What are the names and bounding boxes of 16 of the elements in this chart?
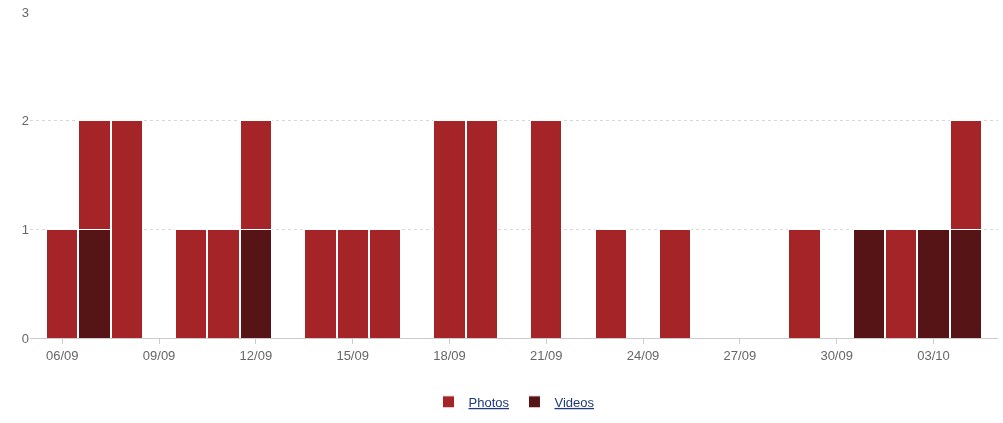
- legend-label: Videos: [554, 394, 595, 410]
- x-tick-label: 27/09: [723, 347, 757, 363]
- legend-label: Photos: [468, 394, 510, 410]
- x-tick-label: 18/09: [433, 347, 466, 363]
- x-tick-label: 15/09: [336, 347, 369, 363]
- x-tick-label: 21/09: [530, 347, 563, 363]
- y-tick-label: 3: [21, 4, 29, 20]
- y-tick-label: 1: [21, 221, 29, 237]
- y-tick-label: 2: [21, 113, 29, 129]
- y-tick-label: 0: [21, 330, 29, 346]
- x-tick-label: 30/09: [820, 347, 853, 363]
- x-tick-label: 09/09: [142, 347, 176, 363]
- x-tick-label: 12/09: [239, 347, 273, 363]
- x-tick-label: 06/09: [46, 347, 79, 363]
- x-tick-label: 24/09: [626, 347, 660, 363]
- x-tick-label: 03/10: [917, 347, 950, 363]
